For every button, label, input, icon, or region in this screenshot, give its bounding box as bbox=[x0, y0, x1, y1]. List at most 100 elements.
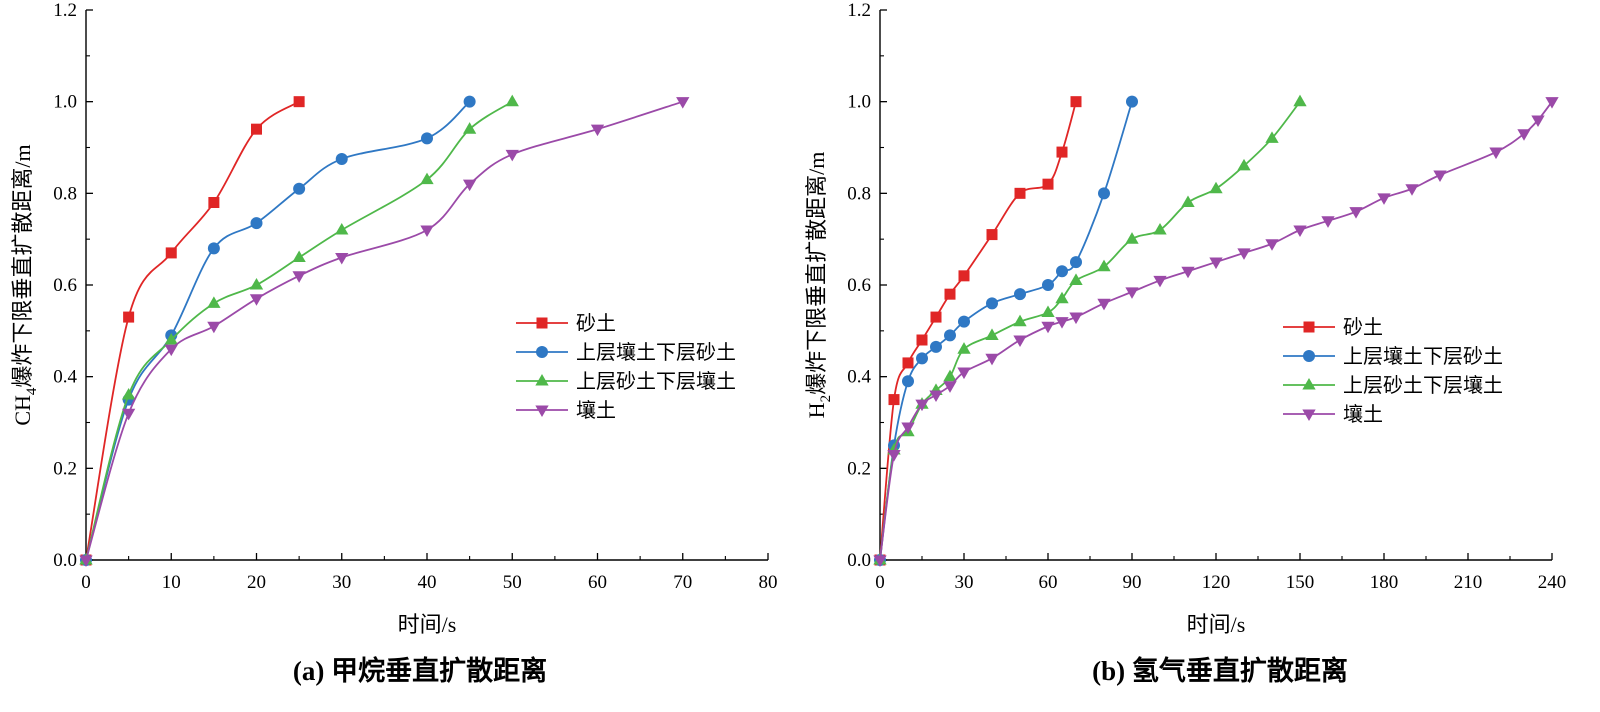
data-point bbox=[943, 381, 957, 393]
data-point bbox=[985, 328, 999, 340]
data-point bbox=[335, 152, 348, 165]
x-tick-label: 60 bbox=[588, 572, 607, 593]
y-tick-label: 0.2 bbox=[847, 458, 871, 479]
data-point bbox=[251, 123, 262, 135]
data-point bbox=[957, 367, 971, 380]
data-point bbox=[1153, 223, 1167, 235]
hydrogen-chart: 0.0 0.2 0.4 0.6 0.8 1.0 1.2 0 30 60 90 120 150 180 210… bbox=[804, 0, 1567, 686]
figure-caption: (b) 氢气垂直扩散距离 bbox=[1092, 655, 1348, 686]
x-tick-label: 70 bbox=[673, 572, 692, 593]
data-point bbox=[292, 271, 306, 283]
data-point bbox=[1349, 207, 1363, 219]
data-point bbox=[1056, 265, 1068, 278]
data-point bbox=[335, 252, 349, 265]
legend-marker bbox=[1303, 321, 1315, 333]
y-axis-label: H2爆炸下限垂直扩散距离/m bbox=[804, 152, 834, 419]
x-tick-label: 60 bbox=[1039, 572, 1058, 593]
data-point bbox=[1126, 95, 1138, 108]
y-tick-label: 0.4 bbox=[53, 367, 77, 388]
data-point bbox=[1069, 273, 1083, 285]
data-point bbox=[462, 122, 477, 134]
data-point bbox=[916, 352, 928, 365]
data-point bbox=[1042, 279, 1054, 291]
data-point bbox=[335, 223, 349, 235]
y-tick-label: 1.2 bbox=[847, 0, 871, 21]
data-point bbox=[1098, 187, 1110, 200]
data-point bbox=[1153, 275, 1167, 288]
data-point bbox=[958, 315, 970, 328]
x-tick-label: 120 bbox=[1202, 572, 1231, 593]
y-tick-label: 0.8 bbox=[53, 183, 77, 204]
x-tick-label: 40 bbox=[418, 572, 437, 593]
data-point bbox=[1237, 248, 1251, 260]
data-point bbox=[1097, 259, 1111, 272]
x-tick-label: 180 bbox=[1370, 572, 1399, 593]
data-point bbox=[1209, 181, 1223, 194]
data-point bbox=[420, 172, 434, 185]
legend-label: 砂土 bbox=[576, 312, 616, 335]
data-point bbox=[1055, 291, 1069, 304]
series-2 bbox=[874, 95, 1138, 566]
data-point bbox=[293, 96, 305, 108]
data-point bbox=[123, 311, 135, 323]
legend-label: 上层壤土下层砂土 bbox=[1343, 345, 1503, 368]
data-point bbox=[1489, 147, 1503, 160]
data-point bbox=[208, 197, 220, 208]
data-point bbox=[1097, 298, 1111, 311]
y-tick-label: 0.0 bbox=[53, 550, 77, 571]
x-tick-label: 240 bbox=[1538, 572, 1567, 593]
data-point bbox=[957, 342, 971, 354]
data-point bbox=[1070, 256, 1082, 269]
data-point bbox=[121, 408, 136, 421]
data-point bbox=[250, 217, 263, 230]
y-label-subscript: 4 bbox=[24, 387, 40, 395]
data-point bbox=[1321, 216, 1335, 228]
methane-chart: 0.0 0.2 0.4 0.6 0.8 1.0 1.2 0 10 20 30 40 50 60 70 80 时间… bbox=[10, 0, 778, 686]
x-tick-label: 30 bbox=[332, 572, 351, 593]
data-point bbox=[1125, 232, 1139, 244]
data-point bbox=[1293, 225, 1307, 237]
data-point bbox=[1042, 178, 1054, 190]
series-4 bbox=[79, 97, 690, 567]
data-point bbox=[1055, 317, 1069, 329]
legend-marker bbox=[535, 374, 549, 386]
series-3 bbox=[79, 94, 519, 565]
data-point bbox=[887, 450, 901, 462]
data-point bbox=[944, 329, 956, 342]
series-3 bbox=[873, 94, 1307, 565]
series-1 bbox=[80, 96, 305, 566]
data-point bbox=[1181, 195, 1195, 208]
data-point bbox=[1293, 94, 1307, 107]
data-point bbox=[1013, 335, 1027, 347]
y-tick-label: 0.8 bbox=[847, 183, 871, 204]
data-point bbox=[1013, 314, 1027, 327]
series-line bbox=[879, 101, 1077, 561]
x-tick-label: 30 bbox=[955, 572, 974, 593]
data-point bbox=[1405, 184, 1419, 196]
series-line bbox=[85, 100, 684, 561]
data-point bbox=[1377, 193, 1391, 205]
legend-marker bbox=[1302, 409, 1316, 421]
series-2 bbox=[80, 95, 476, 566]
data-point bbox=[1070, 96, 1082, 108]
data-point bbox=[1265, 131, 1279, 143]
data-point bbox=[676, 97, 690, 109]
data-point bbox=[1531, 115, 1545, 127]
data-point bbox=[421, 132, 433, 145]
x-tick-label: 80 bbox=[759, 572, 778, 593]
data-point bbox=[1041, 321, 1055, 334]
legend-label: 壤土 bbox=[1343, 403, 1383, 426]
y-tick-label: 0.6 bbox=[847, 275, 871, 296]
series-line bbox=[879, 101, 1301, 561]
data-point bbox=[929, 390, 943, 402]
data-point bbox=[1014, 187, 1026, 199]
data-point bbox=[164, 333, 178, 345]
series-4 bbox=[873, 97, 1559, 567]
data-point bbox=[1545, 97, 1559, 109]
data-point bbox=[1181, 266, 1195, 279]
y-label-formula: CH bbox=[10, 395, 35, 426]
x-axis-label: 时间/s bbox=[398, 612, 457, 637]
data-point bbox=[986, 297, 998, 310]
series-line bbox=[85, 100, 513, 561]
data-point bbox=[165, 247, 177, 259]
